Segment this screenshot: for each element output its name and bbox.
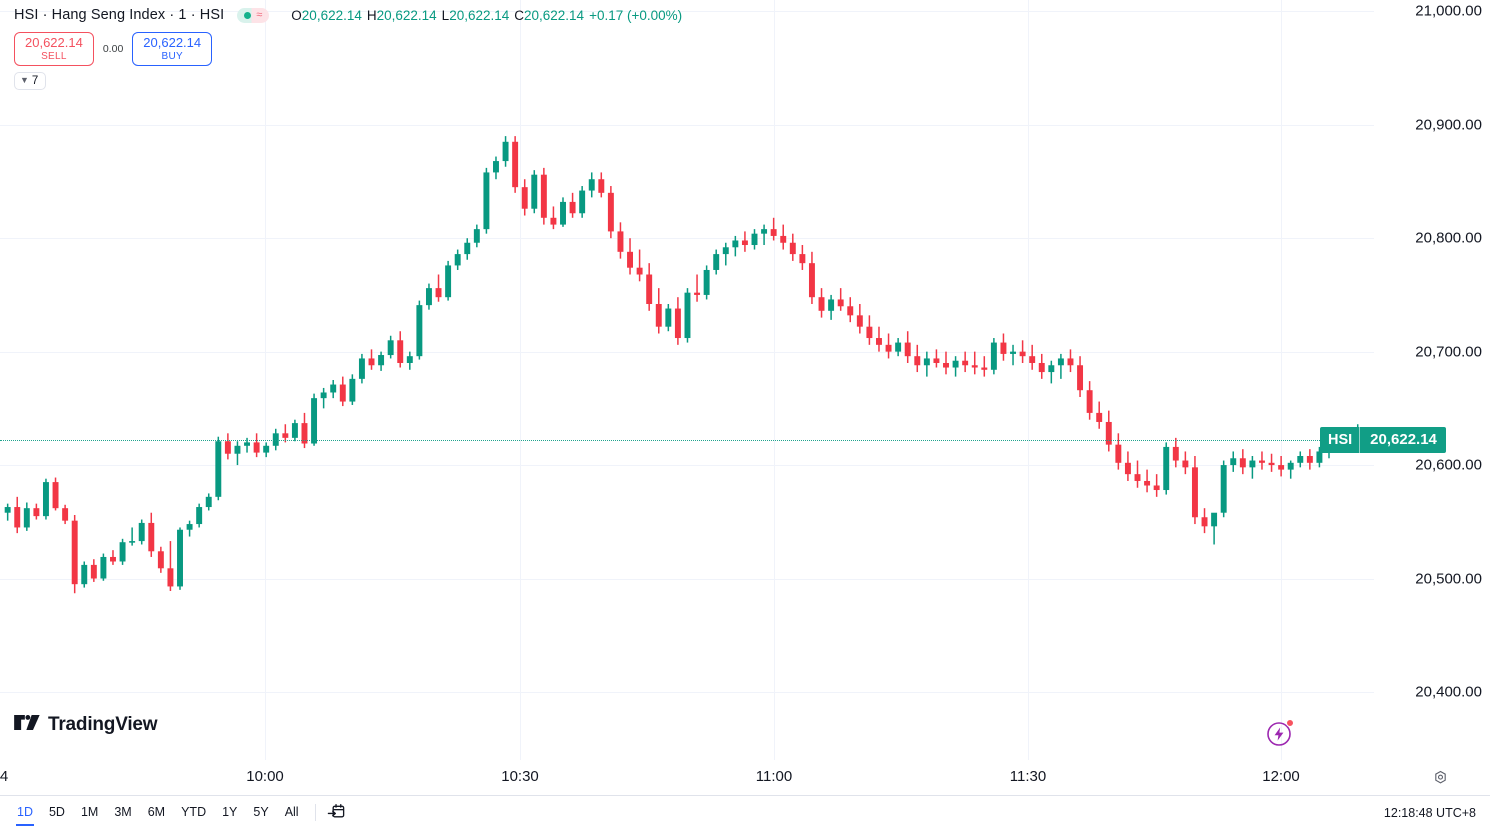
time-axis-tick: 10:30 [501,768,539,785]
range-button-all[interactable]: All [284,805,299,820]
market-status-pill[interactable]: ≈ [237,7,270,23]
notification-dot-icon [1286,719,1294,727]
grid-line-horizontal [0,465,1374,467]
order-buttons-row: 20,622.14 SELL 0.00 20,622.14 BUY [14,32,682,66]
range-button-ytd[interactable]: YTD [181,805,207,820]
clock-time: 12:18:48 UTC+8 [1383,805,1476,820]
price-axis-tick: 20,400.00 [1415,683,1482,701]
grid-line-vertical [1281,0,1282,760]
calendar-goto-icon[interactable] [325,801,348,824]
gear-icon[interactable] [1433,770,1448,790]
chart-legend: HSI · Hang Seng Index · 1 · HSI ≈ O20,62… [14,4,682,90]
tradingview-brand-text: TradingView [48,714,158,735]
time-axis-tick: 10:00 [246,768,284,785]
grid-line-vertical [520,0,521,760]
time-axis-tick: 12:00 [1262,768,1300,785]
range-button-1d[interactable]: 1D [10,802,40,826]
current-price-badge[interactable]: HSI 20,622.14 [1320,426,1446,453]
legend-title-row: HSI · Hang Seng Index · 1 · HSI ≈ O20,62… [14,4,682,26]
lightning-bolt-icon[interactable] [1265,719,1294,748]
range-button-1m[interactable]: 1M [80,805,99,820]
price-axis-tick: 20,500.00 [1415,570,1482,587]
range-button-5y[interactable]: 5Y [253,805,269,820]
chevron-down-icon: ▼ [20,75,29,86]
range-button-5d[interactable]: 5D [48,805,65,820]
toolbar-divider [314,804,316,821]
sell-label: SELL [41,50,67,62]
range-button-6m[interactable]: 6M [147,805,166,820]
current-price-line [0,439,1374,441]
range-button-1y[interactable]: 1Y [222,805,238,820]
tradingview-logo-icon [14,715,40,730]
grid-line-horizontal [0,124,1374,126]
buy-price: 20,622.14 [143,35,202,50]
quantity-selector[interactable]: ▼ 7 [14,71,47,90]
time-axis-tick: 11:30 [1009,768,1047,785]
price-axis-tick: 20,800.00 [1415,229,1482,247]
grid-line-horizontal [0,691,1374,693]
bottom-bar-top-divider [0,795,1490,796]
price-axis[interactable]: 21,000.00 20,900.00 20,800.00 20,700.00 20,6… [1320,0,1490,760]
time-axis-tick: 4 [0,768,9,785]
ohlc-open-key: O [291,7,302,23]
current-price-value: 20,622.14 [1370,431,1437,449]
ohlc-low-value: 20,622.14 [449,7,510,23]
ohlc-values: O20,622.14 H20,622.14 L20,622.14 C20,622.14… [291,8,682,23]
time-axis[interactable]: 4 10:00 10:30 11:00 11:30 12:00 [0,760,1490,795]
ohlc-close-key: C [514,7,524,23]
current-price-symbol: HSI [1328,431,1353,448]
candlestick-series [4,136,1361,594]
buy-button[interactable]: 20,622.14 BUY [132,32,213,66]
badge-divider [1359,426,1361,453]
grid-line-horizontal [0,351,1374,353]
price-axis-tick: 20,700.00 [1415,343,1482,361]
grid-line-vertical [774,0,775,760]
grid-line-vertical [1028,0,1029,760]
time-axis-tick: 11:00 [755,768,793,785]
grid-line-horizontal [0,11,1374,13]
price-axis-tick: 20,900.00 [1415,116,1482,134]
bottom-toolbar: 1D 5D 1M 3M 6M YTD 1Y 5Y All 12:18:48 UTC+8 [0,796,1490,829]
grid-line-horizontal [0,578,1374,580]
ohlc-high-value: 20,622.14 [376,7,437,23]
grid-line-vertical [265,0,266,760]
range-selector[interactable]: 1D 5D 1M 3M 6M YTD 1Y 5Y All [10,802,306,826]
price-axis-tick: 21,000.00 [1415,2,1482,20]
approx-icon: ≈ [256,8,263,21]
range-button-3m[interactable]: 3M [114,805,132,820]
ohlc-high-key: H [366,7,377,23]
buy-label: BUY [161,50,183,62]
tradingview-watermark: TradingView [14,714,158,736]
chart-pane[interactable] [0,0,1374,760]
ohlc-close-value: 20,622.14 [524,7,585,23]
price-axis-tick: 20,600.00 [1415,456,1482,474]
spread-value: 0.00 [102,42,124,55]
ohlc-open-value: 20,622.14 [301,7,362,23]
ohlc-change: +0.17 (+0.00%) [589,7,683,23]
sell-price: 20,622.14 [25,35,83,50]
ohlc-low-key: L [441,7,450,23]
sell-button[interactable]: 20,622.14 SELL [14,32,94,66]
green-dot-icon [244,11,252,19]
quantity-value: 7 [31,74,39,87]
grid-line-horizontal [0,238,1374,240]
symbol-title[interactable]: HSI · Hang Seng Index · 1 · HSI [14,7,225,23]
